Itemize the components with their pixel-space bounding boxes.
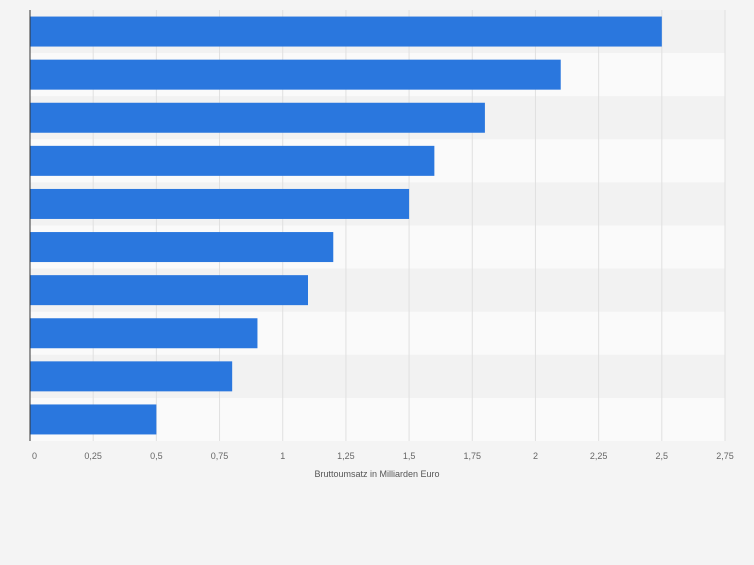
x-tick-label: 2 [533, 451, 538, 461]
x-tick-label: 1,75 [464, 451, 482, 461]
x-tick-label: 1,5 [403, 451, 416, 461]
bar [30, 361, 233, 392]
bar [30, 188, 410, 219]
bars [30, 16, 662, 435]
bar [30, 404, 157, 435]
x-tick-label: 1 [280, 451, 285, 461]
bar [30, 318, 258, 349]
bar [30, 232, 334, 263]
bar [30, 59, 561, 90]
bar [30, 145, 435, 176]
x-tick-label: 0,25 [84, 451, 102, 461]
x-tick-label: 0 [32, 451, 37, 461]
x-tick-label: 0,75 [211, 451, 229, 461]
bar [30, 102, 485, 133]
x-tick-label: 2,25 [590, 451, 608, 461]
bar [30, 275, 308, 306]
x-tick-label: 0,5 [150, 451, 163, 461]
x-tick-label: 2,75 [716, 451, 734, 461]
x-tick-label: 2,5 [656, 451, 669, 461]
x-axis-title: Bruttoumsatz in Milliarden Euro [314, 469, 439, 479]
x-tick-label: 1,25 [337, 451, 355, 461]
x-tick-labels: 0 0,25 0,5 0,75 1 1,25 1,5 1,75 2 2,25 2,5 2,75 [32, 451, 734, 461]
bar [30, 16, 662, 47]
